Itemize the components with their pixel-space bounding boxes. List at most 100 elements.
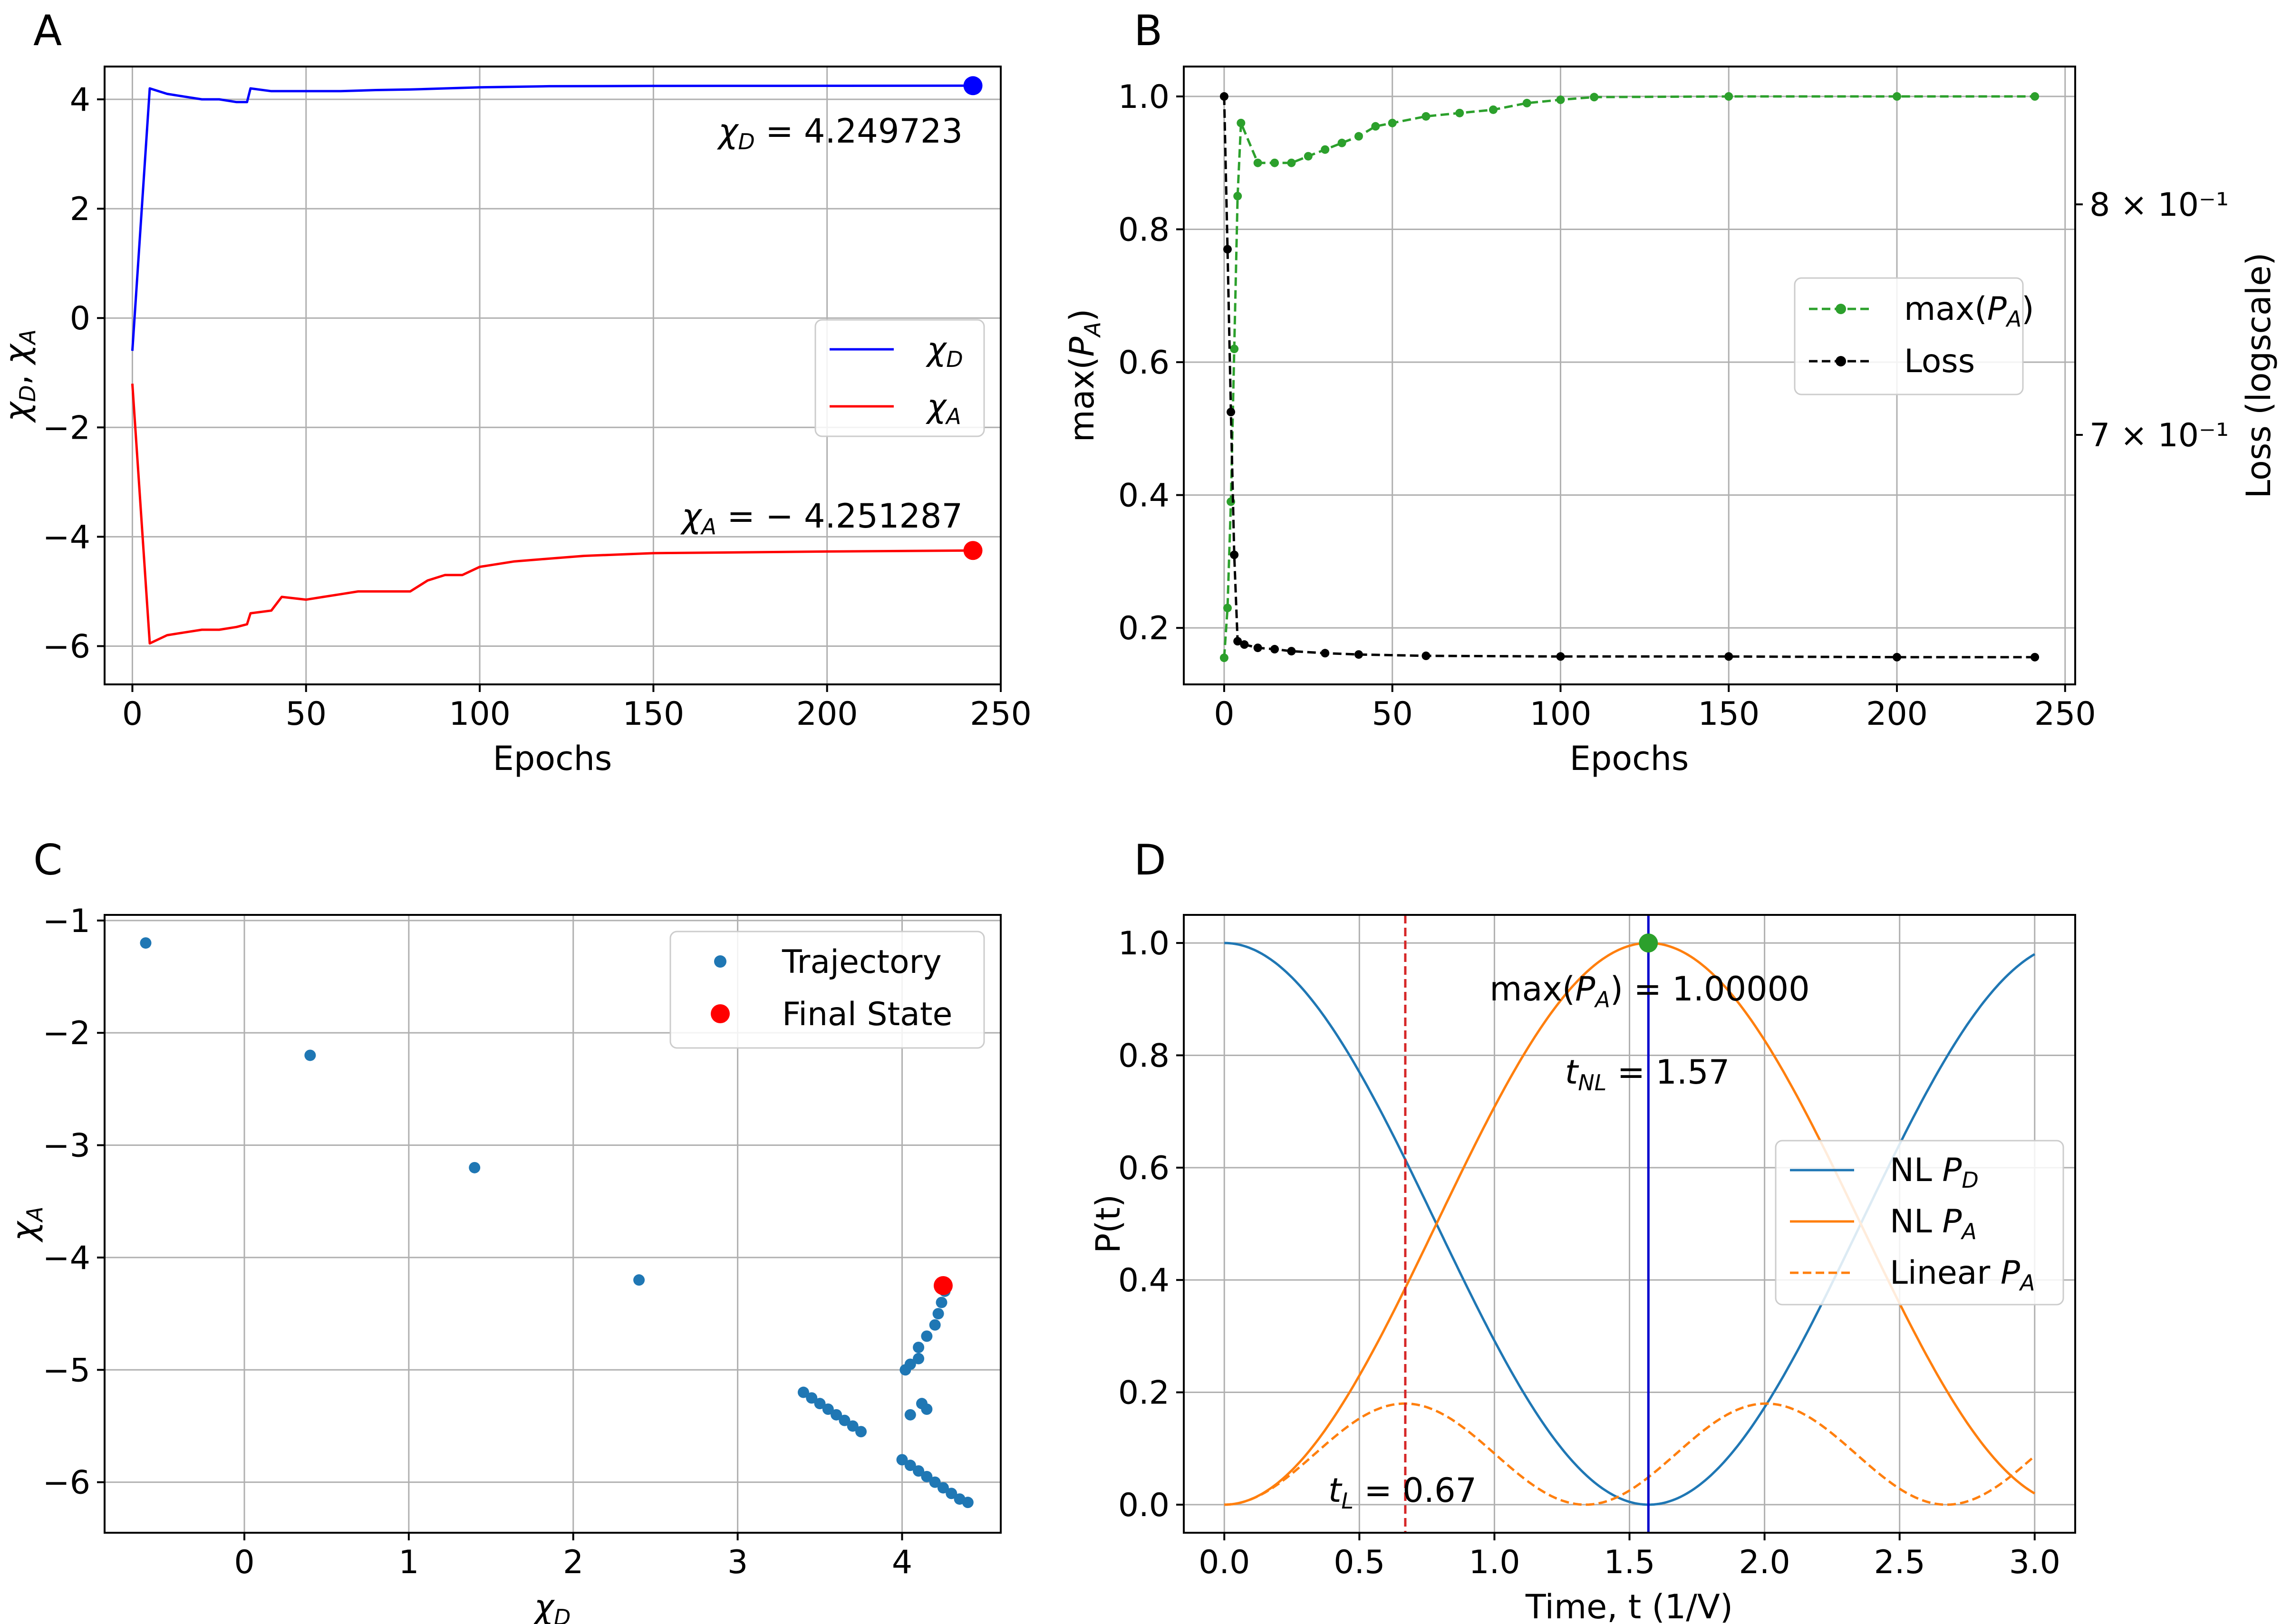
ytick-label-4: 1.0 [1118,78,1170,116]
xtick-label-1: 1 [398,1544,419,1581]
panel-d-annotation-maxpa: max(PA) = 1.00000 [1489,970,1809,1012]
panel-d-ylabel: P(t) [1089,1194,1128,1253]
point-traj-12 [896,1454,908,1466]
series-marker-1-0 [1219,92,1228,101]
panel-a-legend: χD χA [814,319,985,437]
series-marker-0-9 [1304,152,1313,161]
xtick-label-1: 0.5 [1334,1544,1385,1581]
point-final-0 [933,1276,953,1295]
ytick-label-3: 0.6 [1118,1150,1170,1187]
point-traj-11 [855,1426,867,1438]
ytick-right-label-1: 7 × 10⁻¹ [2089,417,2229,454]
series-marker-0-10 [1321,145,1330,154]
xtick-label-3: 150 [1698,695,1760,733]
series-line-a-1 [131,384,973,645]
series-marker-1-12 [1556,652,1565,661]
panel-c: C 0 1 2 3 4 −1 −2 −3 −4 −5 −6 χD χA Trajectory Fin… [5,836,1002,1624]
panel-c-grid [105,915,1001,1533]
panel-a-series [131,76,983,645]
point-traj-3 [633,1274,645,1286]
ytick-right-label-0: 8 × 10⁻¹ [2089,186,2229,224]
series-marker-1-14 [1893,653,1901,662]
panel-b-ylabel-right: Loss (logscale) [2239,252,2278,498]
ytick-label-1: 0.2 [1118,1374,1170,1412]
series-marker-1-11 [1421,651,1431,660]
legend-label-trajectory: Trajectory [782,943,942,981]
panel-d-legend: NL PD NL PA Linear PA [1775,1140,2064,1306]
panel-b: B 0 50 100 150 200 250 0.2 0.4 0.6 0.8 1.0 8 × 10⁻¹… [1063,6,2278,778]
point-traj-7 [822,1403,834,1415]
xtick-label-1: 50 [285,695,327,733]
ytick-label-1: −4 [43,519,90,556]
series-marker-1-13 [1724,652,1733,661]
point-traj-9 [839,1414,851,1426]
xtick-label-1: 50 [1372,695,1413,733]
point-traj-10 [847,1420,859,1432]
panel-c-label: C [33,836,62,884]
panel-d-legend-box [1775,1140,2064,1306]
xtick-label-0: 0 [234,1544,254,1581]
end-marker-1 [963,541,983,560]
legend-label-final-state: Final State [782,996,952,1033]
series-marker-0-4 [1233,192,1242,201]
xtick-label-3: 1.5 [1604,1544,1655,1581]
panel-c-series [140,937,974,1509]
xtick-label-0: 0 [1214,695,1234,733]
series-marker-1-1 [1223,245,1232,254]
xtick-label-5: 250 [970,695,1032,733]
point-traj-17 [937,1482,949,1494]
point-traj-13 [904,1460,916,1471]
panel-a-xlabel: Epochs [493,739,612,778]
series-marker-0-19 [1556,95,1565,104]
panel-a-label: A [33,6,62,55]
series-marker-1-9 [1321,649,1330,658]
series-marker-0-1 [1223,604,1232,613]
series-marker-0-15 [1421,112,1431,121]
ytick-label-1: −2 [43,1015,90,1052]
legend-label-nlpd: NL PD [1890,1152,1979,1193]
panel-c-ylabel: χA [5,1207,48,1243]
legend-marker-loss [1836,356,1846,366]
legend-label-maxpa: max(PA) [1904,290,2034,332]
panel-a-annotation-chid: χD = 4.249723 [716,112,963,154]
panel-a-ticks: 0 50 100 150 200 250 −6 −4 −2 0 2 4 [43,81,1032,733]
panel-c-ticks: 0 1 2 3 4 −1 −2 −3 −4 −5 −6 [43,903,912,1581]
point-traj-2 [469,1162,481,1173]
point-traj-25 [921,1403,933,1415]
point-traj-16 [929,1476,941,1488]
series-marker-0-7 [1270,158,1279,167]
point-traj-18 [946,1488,957,1499]
point-traj-14 [913,1465,925,1477]
ytick-label-5: −6 [43,1464,90,1502]
xtick-label-2: 100 [449,695,511,733]
legend-marker-trajectory [714,955,726,968]
panel-a: A 0 50 100 150 200 250 −6 −4 −2 0 2 4 Epochs χD, χA… [0,6,1032,778]
series-marker-0-8 [1287,158,1296,167]
panel-a-annotation-chia: χA = − 4.251287 [680,497,963,539]
ytick-label-1: 0.4 [1118,477,1170,515]
series-marker-0-0 [1219,653,1228,663]
panel-b-series [1219,92,2040,663]
series-marker-0-12 [1354,132,1363,141]
point-traj-26 [904,1409,916,1421]
xtick-label-2: 1.0 [1469,1544,1520,1581]
xtick-label-2: 100 [1530,695,1592,733]
series-marker-1-5 [1240,640,1249,649]
end-marker-0 [1639,933,1658,953]
xtick-label-3: 150 [622,695,684,733]
xtick-label-4: 200 [796,695,858,733]
panel-d: D 0.0 0.5 1.0 1.5 2.0 2.5 3.0 0.0 0.2 0.4 0.6 0.8 1.… [1089,836,2076,1624]
xtick-label-5: 2.5 [1874,1544,1925,1581]
panel-d-label: D [1134,836,1166,884]
point-traj-1 [304,1049,316,1061]
series-marker-0-14 [1388,118,1397,127]
legend-label-chia: χA [925,388,961,429]
xtick-label-5: 250 [2034,695,2096,733]
panel-c-xlabel: χD [532,1587,571,1624]
ytick-label-5: 1.0 [1118,925,1170,962]
end-marker-0 [963,76,983,96]
series-marker-1-10 [1354,650,1363,659]
series-marker-0-16 [1455,108,1464,117]
point-traj-0 [140,937,152,949]
